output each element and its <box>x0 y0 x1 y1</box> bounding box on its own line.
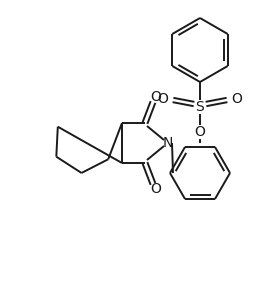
Text: O: O <box>232 92 242 106</box>
Text: O: O <box>151 90 162 104</box>
Text: O: O <box>158 92 169 106</box>
Text: O: O <box>151 182 162 196</box>
Text: O: O <box>195 125 206 139</box>
Text: N: N <box>163 136 173 150</box>
Text: S: S <box>196 100 204 114</box>
